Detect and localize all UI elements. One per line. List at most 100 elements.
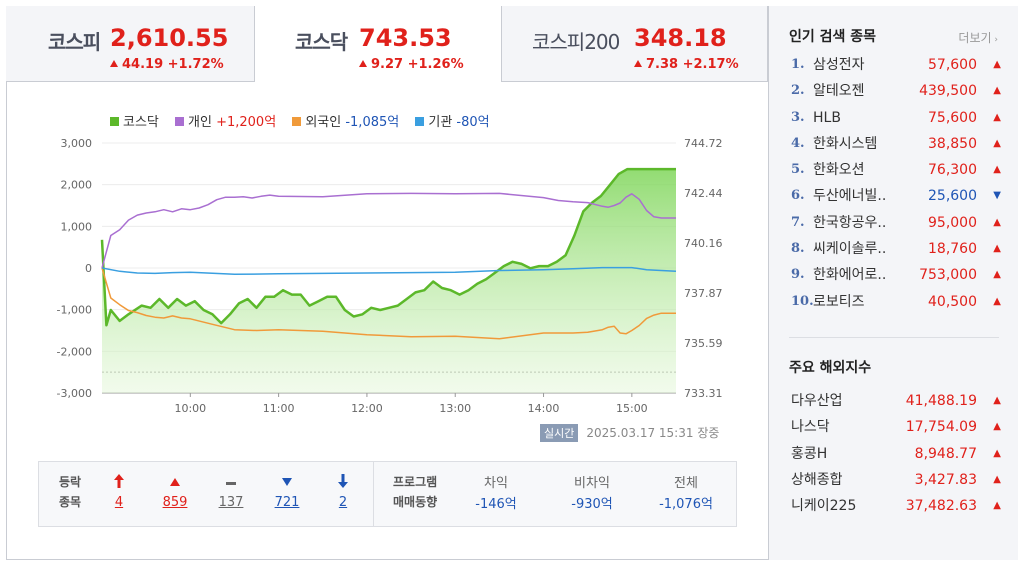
list-item[interactable]: 다우산업 41,488.19 ▲ [791,388,1001,414]
x-tick-label: 14:00 [528,402,560,415]
x-tick-label: 11:00 [263,402,295,415]
y-tick-label-left: -2,000 [57,345,92,358]
y-tick-label-left: 1,000 [61,220,93,233]
breadth-rise[interactable]: 859 [155,474,195,514]
up-arrow-icon: ▲ [993,164,1001,176]
fall-icon [267,474,307,492]
tab-kospi200-change: 7.38 +2.17% [634,57,739,72]
y-tick-label-left: 3,000 [61,137,93,150]
popular-stocks-list: 1. 삼성전자 57,600 ▲ 2. 알테오젠 439,500 ▲ 3. HLB 75,600… [791,52,1001,315]
y-tick-label-left: 0 [85,262,92,275]
up-arrow-icon: ▲ [993,85,1001,97]
upper-limit-icon [99,474,139,492]
legend-swatch [110,117,119,126]
right-panel: 인기 검색 종목 더보기 › 1. 삼성전자 57,600 ▲ 2. 알테오젠 439,5… [768,6,1018,560]
program-label: 프로그램 매매동향 [393,475,438,509]
tab-kosdaq-change: 9.27 +1.26% [359,57,464,72]
unchanged-icon [211,474,251,492]
x-tick-label: 12:00 [351,402,383,415]
list-item[interactable]: 니케이225 37,482.63 ▲ [791,493,1001,519]
chart-legend: 코스닥 개인 +1,200억 외국인 -1,085억 기관 -80억 [110,111,502,130]
kosdaq-area [102,169,676,393]
up-arrow-icon: ▲ [993,295,1001,307]
down-arrow-icon: ▼ [993,190,1001,202]
breadth-lower-limit[interactable]: 2 [323,474,363,514]
legend-swatch [175,117,185,126]
list-item[interactable]: 8. 씨케이솔루.. 18,760 ▲ [791,236,1001,262]
list-item[interactable]: 1. 삼성전자 57,600 ▲ [791,52,1001,78]
legend-kosdaq: 코스닥 [110,111,159,130]
y-tick-label-left: -1,000 [57,304,92,317]
tab-kospi200-name: 코스피200 [532,30,620,54]
breadth-fall[interactable]: 721 [267,474,307,514]
lower-limit-icon [323,474,363,492]
tab-kospi200-value: 348.18 [634,24,727,52]
up-arrow-icon: ▲ [993,421,1001,433]
live-badge: 실시간 [540,424,579,442]
market-status: 장중 [697,426,720,440]
intraday-chart: 3,000 2,000 1,000 0 -1,000 -2,000 -3,000 744.72… [57,137,723,415]
market-stats-box: 등락 종목 4 859 137 721 2 프로그램 매매동향 차익 -146억 비차… [38,461,737,527]
up-arrow-icon: ▲ [993,473,1001,485]
up-arrow-icon: ▲ [993,500,1001,512]
breadth-unchanged[interactable]: 137 [211,474,251,514]
panel-divider [789,337,999,338]
list-item[interactable]: 홍콩H 8,948.77 ▲ [791,441,1001,467]
up-arrow-icon [634,60,642,67]
legend-swatch [292,117,302,126]
tab-kosdaq-name: 코스닥 [295,30,348,54]
y-tick-label-right: 735.59 [684,337,723,350]
list-item[interactable]: 7. 한국항공우.. 95,000 ▲ [791,210,1001,236]
y-tick-label-right: 742.44 [684,187,723,200]
y-tick-label-right: 733.31 [684,387,723,400]
tab-kosdaq-value: 743.53 [359,24,452,52]
tab-kospi-name: 코스피 [48,30,101,54]
foreign-line [101,267,676,340]
rise-icon [155,474,195,492]
up-arrow-icon: ▲ [993,269,1001,281]
timestamp-text: 2025.03.17 15:31 [586,426,694,440]
x-tick-label: 15:00 [616,402,648,415]
list-item[interactable]: 6. 두산에너빌.. 25,600 ▼ [791,183,1001,209]
program-non-arbitrage: 비차익 -930억 [571,476,613,512]
program-total: 전체 -1,076억 [659,476,713,512]
y-tick-label-left: -3,000 [57,387,92,400]
list-item[interactable]: 5. 한화오션 76,300 ▲ [791,157,1001,183]
breadth-upper-limit[interactable]: 4 [99,474,139,514]
institution-line [101,266,677,276]
up-arrow-icon: ▲ [993,137,1001,149]
list-item[interactable]: 4. 한화시스템 38,850 ▲ [791,131,1001,157]
y-tick-label-left: 2,000 [61,179,93,192]
program-arbitrage: 차익 -146억 [475,476,517,512]
y-tick-label-right: 737.87 [684,287,723,300]
tab-kospi-change: 44.19 +1.72% [110,57,224,72]
list-item[interactable]: 9. 한화에어로.. 753,000 ▲ [791,262,1001,288]
stats-divider [373,462,374,526]
tab-kosdaq[interactable]: 코스닥 743.53 9.27 +1.26% [254,6,502,82]
more-link[interactable]: 더보기 › [958,31,998,45]
y-tick-label-right: 740.16 [684,237,723,250]
up-arrow-icon: ▲ [993,447,1001,459]
tab-kospi-value: 2,610.55 [110,24,229,52]
up-arrow-icon: ▲ [993,59,1001,70]
list-item[interactable]: 2. 알테오젠 439,500 ▲ [791,78,1001,104]
list-item[interactable]: 나스닥 17,754.09 ▲ [791,414,1001,440]
up-arrow-icon [110,60,118,67]
world-indices-title: 주요 해외지수 [789,360,872,376]
index-tabs: 코스피 2,610.55 44.19 +1.72% 코스닥 743.53 9.2… [6,6,768,82]
up-arrow-icon: ▲ [993,216,1001,228]
world-indices-list: 다우산업 41,488.19 ▲ 나스닥 17,754.09 ▲ 홍콩H 8,948.77… [791,388,1001,519]
legend-institution: 기관 -80억 [415,111,490,130]
up-arrow-icon: ▲ [993,395,1001,406]
y-tick-label-right: 744.72 [684,137,723,150]
list-item[interactable]: 3. HLB 75,600 ▲ [791,105,1001,131]
popular-stocks-title: 인기 검색 종목 [789,29,877,45]
x-tick-label: 13:00 [439,402,471,415]
list-item[interactable]: 10. 로보티즈 40,500 ▲ [791,289,1001,315]
tab-kospi200[interactable]: 코스피200 348.18 7.38 +2.17% [502,6,768,82]
tab-kospi[interactable]: 코스피 2,610.55 44.19 +1.72% [6,6,255,82]
list-item[interactable]: 상해종합 3,427.83 ▲ [791,467,1001,493]
up-arrow-icon [359,60,367,67]
individual-line [101,192,676,269]
breadth-label: 등락 종목 [59,475,82,509]
